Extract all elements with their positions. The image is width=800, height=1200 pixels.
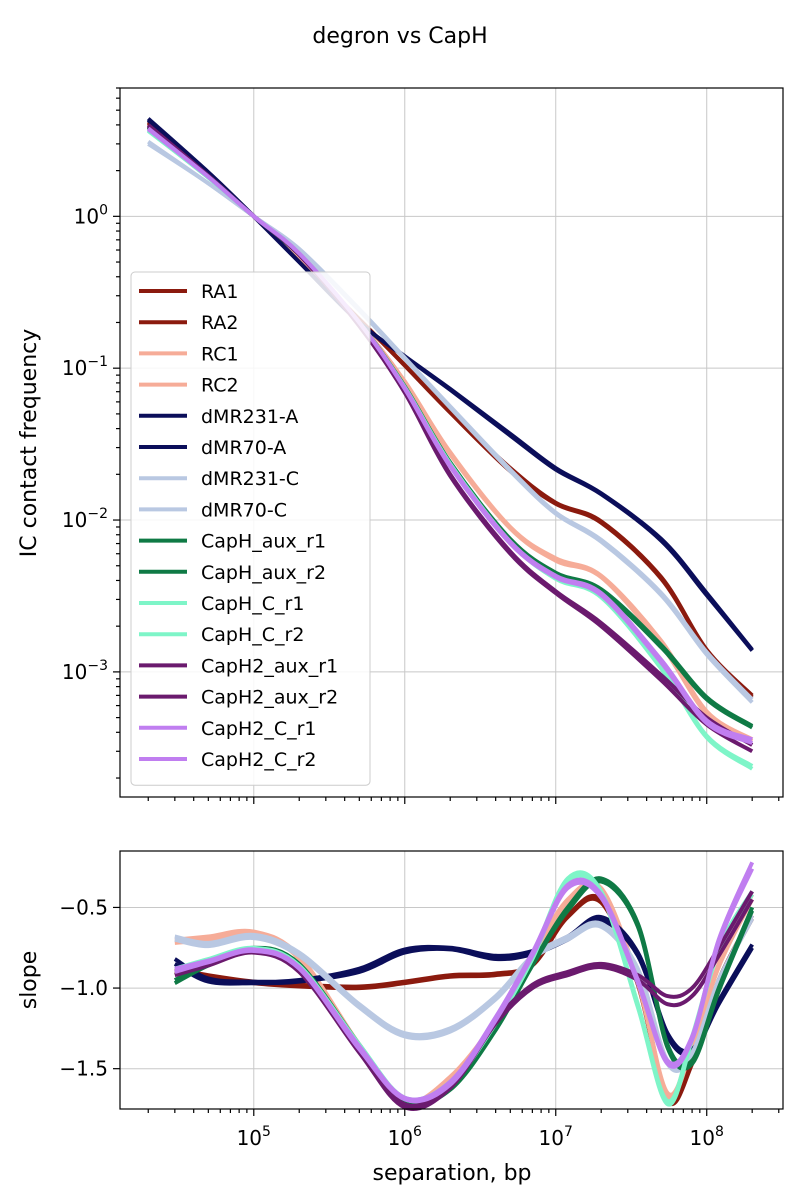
top-y-tick-label: 10−2	[62, 506, 108, 532]
bottom-series-line	[174, 898, 754, 1111]
top-y-tick-label: 100	[74, 202, 108, 228]
bottom-x-tick-label: 106	[388, 1124, 422, 1150]
bottom-y-tick-label: −1.5	[59, 1057, 108, 1081]
top-ticks: 10−3 10−2 10−1 100	[62, 87, 780, 804]
bottom-ticks: 105 106 107 108 −1.5 −1.0 −0.5	[59, 895, 780, 1150]
bottom-x-tick-label: 107	[539, 1124, 573, 1150]
legend-label: CapH_aux_r1	[201, 531, 326, 553]
bottom-x-tick-label: 108	[690, 1124, 724, 1150]
legend-label: RC1	[201, 343, 239, 365]
top-y-tick-label: 10−1	[62, 354, 108, 380]
legend-label: CapH_C_r1	[201, 593, 304, 615]
top-y-tick-label: 10−3	[62, 658, 108, 684]
bottom-series-line	[174, 867, 755, 1104]
legend-label: RC2	[201, 375, 239, 397]
bottom-y-tick-label: −1.0	[59, 976, 108, 1000]
bottom-y-axis-label: slope	[17, 951, 42, 1010]
legend-label: CapH_C_r2	[201, 624, 304, 646]
top-y-axis-label: IC contact frequency	[17, 329, 42, 558]
top-plot-lines	[146, 117, 754, 771]
x-axis-label: separation, bp	[372, 1161, 531, 1186]
top-axes-frame	[119, 87, 784, 798]
legend-label: CapH2_aux_r2	[201, 687, 338, 709]
legend-label: dMR231-C	[201, 468, 299, 490]
chart-title: degron vs CapH	[312, 24, 487, 49]
bottom-plot-lines	[173, 861, 755, 1111]
legend-label: CapH_aux_r2	[201, 562, 326, 584]
legend-label: RA2	[201, 312, 239, 334]
bottom-x-tick-label: 105	[237, 1124, 271, 1150]
legend-box	[130, 271, 371, 786]
legend: RA1 RA2 RC1 RC2 dMR231-A dMR70-A dMR231-C dMR70…	[130, 271, 371, 786]
legend-label: CapH2_C_r1	[201, 718, 317, 740]
bottom-axes-frame	[119, 850, 784, 1110]
bottom-y-tick-label: −0.5	[59, 895, 108, 919]
legend-label: CapH2_aux_r1	[201, 655, 338, 677]
bottom-series-line	[173, 914, 754, 1054]
legend-label: dMR231-A	[201, 406, 298, 428]
legend-label: dMR70-C	[201, 499, 287, 521]
top-series-line	[146, 127, 753, 745]
legend-label: dMR70-A	[201, 437, 286, 459]
legend-label: RA1	[201, 281, 239, 303]
legend-label: CapH2_C_r2	[201, 749, 317, 771]
